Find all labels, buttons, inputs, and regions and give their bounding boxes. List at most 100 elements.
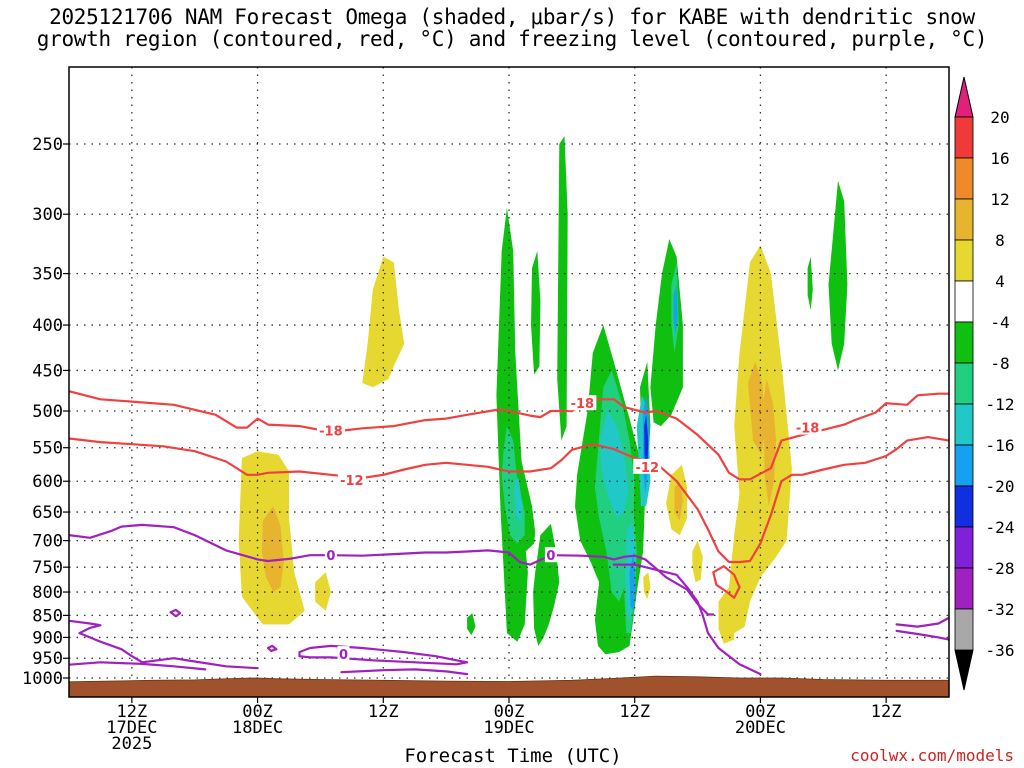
colorbar-label-7: -12 xyxy=(986,395,1015,414)
plot-area: -18 -12 -12 -18 -18 0 0 0 xyxy=(69,67,949,697)
y-axis: 2503003504004505005506006507007508008509… xyxy=(22,135,69,689)
colorbar-label-13: -36 xyxy=(986,641,1015,660)
contour-label-bg-0 xyxy=(316,422,345,438)
colorbar-bin-7 xyxy=(954,403,974,446)
y-tick-label-450: 450 xyxy=(32,361,63,381)
y-tick-label-800: 800 xyxy=(32,583,63,603)
y-tick-label-350: 350 xyxy=(32,265,63,285)
y-tick-label-950: 950 xyxy=(32,649,63,669)
colorbar-bin-6 xyxy=(954,362,974,405)
colorbar-label-5: -4 xyxy=(990,313,1009,332)
y-tick-label-650: 650 xyxy=(32,503,63,523)
freezing-contour-10 xyxy=(69,619,259,670)
omega-region-28 xyxy=(600,411,629,518)
x-tick-label-42-1: 19DEC xyxy=(483,718,534,738)
freezing-contour-6 xyxy=(69,523,715,616)
y-tick-label-1000: 1000 xyxy=(22,669,63,689)
colorbar-label-3: 8 xyxy=(995,231,1005,250)
x-tick-label-78-0: 12Z xyxy=(871,702,902,722)
y-tick-label-700: 700 xyxy=(32,532,63,552)
chart-title: 2025121706 NAM Forecast Omega (shaded, μ… xyxy=(0,6,1024,50)
freezing-contour-11 xyxy=(69,661,207,671)
colorbar-bin-12 xyxy=(954,608,974,651)
contour-label-0: -18 xyxy=(319,425,343,440)
freezing-contour-8 xyxy=(298,644,469,666)
omega-region-16 xyxy=(557,136,568,441)
colorbar-label-11: -28 xyxy=(986,559,1015,578)
temp-contour-5 xyxy=(712,565,741,599)
contour-label-4: -18 xyxy=(796,422,820,437)
y-tick-label-750: 750 xyxy=(32,558,63,578)
freezing-contour-9 xyxy=(612,563,762,676)
colorbar-label-2: 12 xyxy=(990,190,1009,209)
y-tick-label-500: 500 xyxy=(32,402,63,422)
freezing-contour-13 xyxy=(895,616,949,628)
omega-shading xyxy=(238,136,848,655)
x-axis-label: Forecast Time (UTC) xyxy=(0,745,1024,767)
omega-region-8 xyxy=(674,481,683,521)
freezing-contour-16 xyxy=(266,644,278,652)
contour-label-6: 0 xyxy=(326,549,335,564)
colorbar-label-0: 20 xyxy=(990,108,1009,127)
contour-label-7: 0 xyxy=(546,549,555,564)
omega-region-3 xyxy=(362,256,405,388)
contours: -18 -12 -12 -18 -18 0 0 0 xyxy=(69,390,949,676)
y-tick-label-400: 400 xyxy=(32,316,63,336)
contour-label-bg-2 xyxy=(633,458,662,474)
temp-contour-1 xyxy=(69,436,949,564)
y-tick-label-250: 250 xyxy=(32,135,63,155)
contour-label-bg-1 xyxy=(337,471,366,487)
contour-label-3: -18 xyxy=(571,397,595,412)
omega-region-9 xyxy=(692,540,703,583)
y-tick-label-900: 900 xyxy=(32,628,63,648)
omega-region-34 xyxy=(673,284,678,335)
x-tick-label-54-0: 12Z xyxy=(619,702,650,722)
colorbar-label-9: -20 xyxy=(986,477,1015,496)
freezing-contour-15 xyxy=(169,608,182,618)
omega-region-15 xyxy=(531,250,541,375)
x-tick-label-6-2: 2025 xyxy=(111,734,152,754)
contour-label-1: -12 xyxy=(340,474,364,489)
colorbar-label-4: 4 xyxy=(995,272,1005,291)
colorbar-bin-3 xyxy=(954,239,974,282)
colorbar-bin-9 xyxy=(954,485,974,528)
contour-label-bg-6 xyxy=(324,547,337,563)
y-tick-label-550: 550 xyxy=(32,439,63,459)
y-tick-label-300: 300 xyxy=(32,205,63,225)
chart-title-line2: growth region (contoured, red, °C) and f… xyxy=(36,27,988,51)
colorbar-label-10: -24 xyxy=(986,518,1015,537)
terrain-fill xyxy=(69,675,949,697)
colorbar-over-arrow xyxy=(954,76,974,118)
colorbar-label-8: -16 xyxy=(986,436,1015,455)
x-tick-label-6-1: 17DEC xyxy=(106,718,157,738)
freezing-contour-14 xyxy=(895,629,949,641)
contour-label-2: -12 xyxy=(636,461,660,476)
colorbar-label-12: -32 xyxy=(986,600,1015,619)
omega-region-21 xyxy=(650,239,683,427)
omega-region-35 xyxy=(644,414,649,472)
y-tick-label-850: 850 xyxy=(32,606,63,626)
contour-label-bg-7 xyxy=(544,547,557,563)
colorbar-bin-1 xyxy=(954,157,974,200)
omega-region-1 xyxy=(261,506,284,592)
credit-text: coolwx.com/models xyxy=(850,746,1014,765)
colorbar-bin-11 xyxy=(954,567,974,610)
contour-label-bg-3 xyxy=(568,395,597,411)
colorbar-bin-5 xyxy=(954,321,974,364)
x-tick-label-42-0: 00Z xyxy=(494,702,525,722)
x-tick-label-66-0: 00Z xyxy=(745,702,776,722)
omega-region-22 xyxy=(828,180,848,371)
colorbar-bin-4 xyxy=(954,280,974,323)
contour-label-8: 0 xyxy=(339,648,348,663)
omega-region-18 xyxy=(533,523,560,646)
x-tick-label-18-0: 00Z xyxy=(242,702,273,722)
colorbar-bin-10 xyxy=(954,526,974,569)
x-axis-label-text: Forecast Time (UTC) xyxy=(404,745,622,767)
colorbar-label-1: 16 xyxy=(990,149,1009,168)
gridlines xyxy=(69,67,949,697)
colorbar-label-6: -8 xyxy=(990,354,1009,373)
x-tick-label-6-0: 12Z xyxy=(116,702,147,722)
y-tick-label-600: 600 xyxy=(32,472,63,492)
omega-region-2 xyxy=(315,572,331,611)
